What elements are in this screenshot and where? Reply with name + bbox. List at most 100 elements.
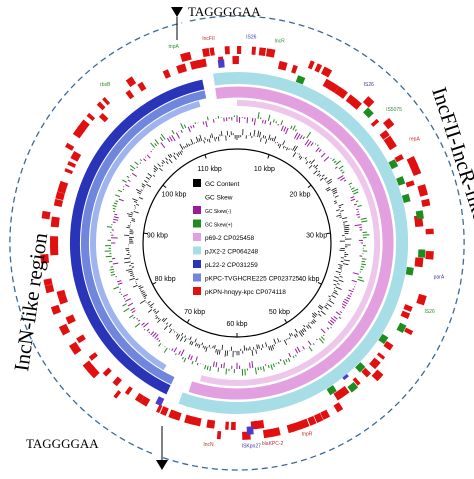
gc-skew-bar: [172, 349, 173, 351]
gc-content-bar: [148, 173, 152, 176]
gc-content-bar: [336, 287, 342, 290]
gene-block: [90, 116, 93, 119]
gc-content-bar: [156, 317, 158, 319]
gc-skew-bar: [188, 127, 190, 132]
gc-skew-bar: [132, 311, 135, 313]
gene-block-green: [350, 385, 356, 390]
gc-skew-bar: [205, 365, 206, 369]
gc-content-bar: [336, 215, 341, 216]
gc-content-bar: [126, 269, 132, 271]
gc-skew-bar: [270, 122, 271, 126]
gc-skew-bar: [118, 190, 122, 192]
tick-label: 20 kbp: [289, 192, 310, 199]
gene-block: [100, 104, 103, 107]
gene-block: [105, 100, 108, 102]
gc-skew-bar: [351, 188, 354, 190]
gc-skew-bar: [110, 269, 114, 270]
gc-content-bar: [335, 203, 338, 204]
gene-block: [71, 163, 73, 166]
gc-content-bar: [129, 278, 135, 280]
gc-skew-bar: [295, 349, 298, 354]
gc-content-bar: [149, 304, 150, 305]
gc-skew-bar: [114, 203, 117, 204]
gc-skew-bar: [317, 339, 318, 340]
gc-skew-bar: [129, 315, 133, 318]
gene-block: [170, 413, 174, 415]
gc-content-bar: [134, 211, 139, 213]
gc-skew-bar: [119, 292, 121, 293]
gc-content-bar: [260, 138, 261, 142]
gc-skew-bar: [353, 273, 359, 275]
gc-content-bar: [221, 131, 222, 136]
gene-label: IncR: [274, 39, 285, 45]
gc-skew-bar: [300, 135, 302, 139]
gc-skew-bar: [121, 294, 122, 295]
gc-skew-bar: [252, 118, 253, 122]
gc-content-bar: [162, 318, 164, 320]
gc-skew-bar: [113, 211, 115, 212]
gc-skew-bar: [106, 256, 112, 257]
gc-content-bar: [270, 346, 272, 351]
gc-skew-bar: [351, 199, 355, 201]
gc-skew-bar: [184, 125, 186, 128]
gene-label: ISKpn27: [242, 444, 261, 450]
tick-label: 10 kbp: [254, 166, 275, 173]
gene-block: [181, 56, 191, 59]
gc-content-bar: [333, 280, 338, 282]
gc-skew-bar: [119, 199, 124, 201]
gc-skew-bar: [263, 366, 264, 371]
gc-content-bar: [189, 144, 190, 146]
gc-content-bar: [327, 303, 332, 306]
gc-skew-bar: [340, 312, 342, 313]
gc-content-bar: [344, 225, 350, 226]
gc-skew-bar: [354, 204, 357, 205]
gc-skew-bar: [250, 363, 251, 369]
legend-swatch: [193, 206, 201, 214]
gc-skew-bar: [213, 362, 214, 367]
gc-content-bar: [134, 206, 135, 207]
gc-skew-bar: [358, 205, 362, 206]
gc-content-bar: [319, 314, 322, 316]
gc-skew-bar: [137, 318, 138, 319]
gene-block: [62, 296, 64, 303]
gc-content-bar: [144, 180, 147, 182]
gc-skew-bar: [135, 323, 140, 327]
gene-block: [425, 200, 426, 207]
gc-content-bar: [162, 165, 163, 166]
gc-skew-bar: [123, 304, 127, 306]
gc-content-bar: [136, 204, 139, 205]
gc-content-bar: [250, 347, 251, 351]
gc-skew-bar: [350, 294, 352, 295]
tick-mark: [187, 319, 189, 322]
tick-label: 60 kbp: [226, 321, 247, 328]
gc-content-bar: [140, 290, 142, 291]
gene-block: [81, 122, 87, 130]
gc-skew-bar: [291, 126, 293, 129]
tick-mark: [308, 185, 311, 187]
gc-content-bar: [312, 321, 315, 324]
gene-block: [115, 380, 119, 384]
gc-content-bar: [289, 338, 290, 339]
gc-skew-bar: [352, 189, 358, 192]
gc-skew-bar: [319, 338, 323, 343]
gc-skew-bar: [336, 312, 341, 315]
gene-block: [279, 65, 287, 67]
gc-skew-bar: [182, 357, 183, 359]
gc-skew-bar: [113, 222, 116, 223]
gc-skew-bar: [145, 157, 146, 158]
gc-content-bar: [283, 146, 284, 149]
gc-skew-bar: [321, 329, 325, 333]
gc-content-bar: [170, 154, 172, 157]
gc-content-bar: [185, 146, 186, 148]
gc-content-bar: [256, 349, 257, 353]
tick-mark: [205, 155, 206, 159]
gc-content-bar: [217, 349, 218, 354]
gc-skew-bar: [113, 219, 118, 220]
gc-skew-bar: [174, 348, 177, 353]
gc-skew-bar: [188, 354, 190, 359]
gc-content-bar: [124, 258, 130, 259]
gc-content-bar: [195, 343, 196, 346]
gene-block: [55, 306, 58, 313]
gc-content-bar: [184, 146, 185, 148]
